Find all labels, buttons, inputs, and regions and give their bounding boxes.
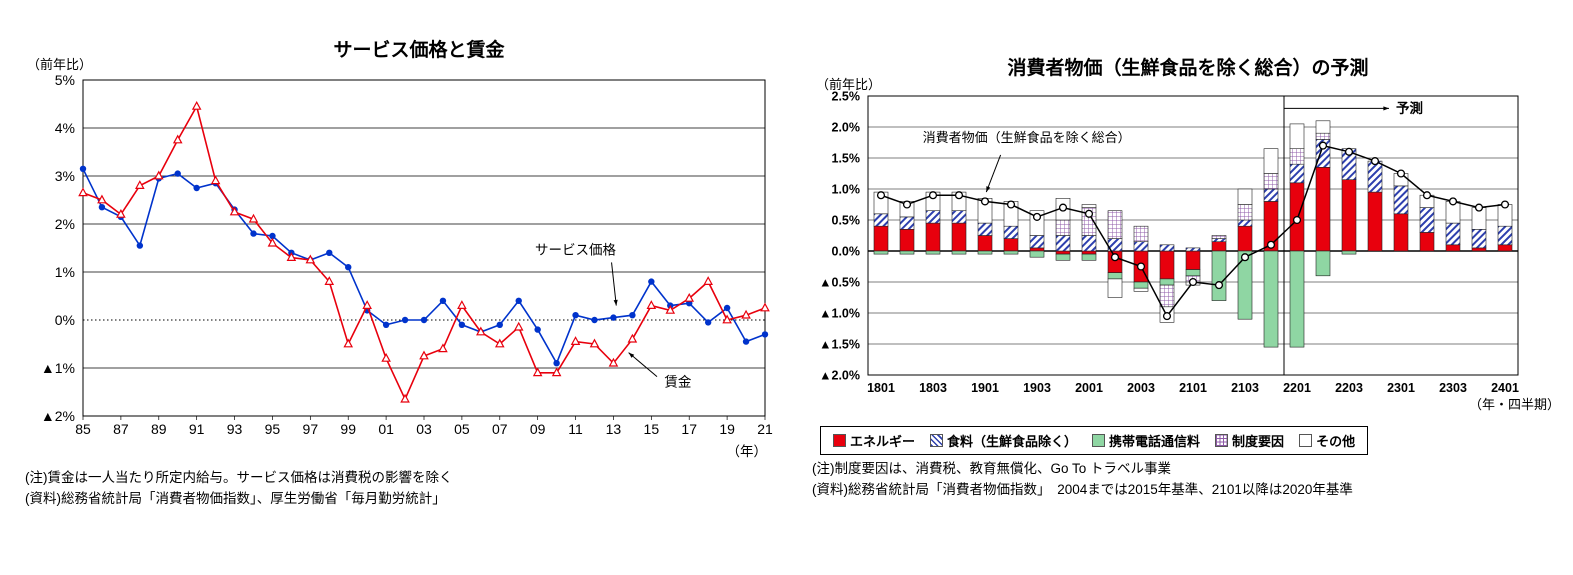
svg-text:2003: 2003	[1127, 381, 1155, 395]
legend-item-other: その他	[1299, 431, 1355, 450]
right-chart-title: 消費者物価（生鮮食品を除く総合）の予測	[1007, 58, 1369, 79]
svg-text:▲1.5%: ▲1.5%	[819, 338, 860, 352]
svg-text:1803: 1803	[919, 381, 947, 395]
left-y-axis-unit-label: （前年比）	[27, 57, 93, 72]
svg-text:予測: 予測	[1396, 100, 1423, 116]
svg-text:2.0%: 2.0%	[832, 121, 861, 135]
legend-item-food: 食料（生鮮食品除く）	[930, 431, 1077, 450]
svg-text:97: 97	[303, 421, 319, 437]
left-chart-title: サービス価格と賃金	[333, 40, 505, 61]
svg-text:1801: 1801	[867, 381, 895, 395]
svg-text:1%: 1%	[55, 264, 75, 280]
left-chart-plot: 5% 4% 3% 2% 1% 0% ▲1% ▲2%85 87 89 91 93 95 97 99 01 03 05…	[41, 72, 773, 459]
svg-text:▲2.0%: ▲2.0%	[819, 369, 860, 383]
svg-text:0.0%: 0.0%	[832, 245, 861, 259]
svg-text:21: 21	[757, 421, 773, 437]
legend-label-mobile: 携帯電話通信料	[1109, 434, 1201, 449]
svg-text:▲1%: ▲1%	[41, 360, 75, 376]
legend-label-food: 食料（生鮮食品除く）	[947, 434, 1078, 449]
food-swatch-icon	[930, 434, 944, 447]
svg-text:賃金: 賃金	[664, 374, 691, 389]
svg-text:2203: 2203	[1335, 381, 1363, 395]
svg-text:17: 17	[681, 421, 697, 437]
legend-label-other: その他	[1316, 434, 1356, 449]
svg-text:89: 89	[151, 421, 167, 437]
legend-item-mobile: 携帯電話通信料	[1092, 431, 1200, 450]
svg-text:0%: 0%	[55, 312, 75, 328]
svg-text:99: 99	[340, 421, 356, 437]
svg-text:85: 85	[75, 421, 91, 437]
svg-text:01: 01	[378, 421, 394, 437]
svg-text:2101: 2101	[1179, 381, 1207, 395]
svg-text:07: 07	[492, 421, 508, 437]
left-chart-source: (資料)総務省統計局「消費者物価指数」、厚生労働省「毎月勤労統計」	[25, 490, 446, 506]
svg-text:19: 19	[719, 421, 735, 437]
mobile-swatch-icon	[1092, 434, 1106, 447]
svg-text:3%: 3%	[55, 168, 75, 184]
legend-item-energy: エネルギー	[833, 431, 915, 450]
right-chart-note: (注)制度要因は、消費税、教育無償化、Go To トラベル事業	[812, 461, 1172, 476]
svg-text:03: 03	[416, 421, 432, 437]
svg-text:2401: 2401	[1491, 381, 1519, 395]
other-swatch-icon	[1299, 434, 1313, 447]
svg-text:15: 15	[644, 421, 660, 437]
svg-text:▲1.0%: ▲1.0%	[819, 307, 860, 321]
energy-swatch-icon	[833, 434, 846, 447]
svg-text:サービス価格: サービス価格	[535, 242, 616, 257]
svg-text:2301: 2301	[1387, 381, 1415, 395]
right-y-axis-unit-label: （前年比）	[816, 77, 882, 92]
svg-text:（年・四半期）: （年・四半期）	[1469, 397, 1560, 412]
legend-item-institutional: 制度要因	[1215, 431, 1284, 450]
svg-text:2201: 2201	[1283, 381, 1311, 395]
svg-text:87: 87	[113, 421, 129, 437]
right-chart-notes: (注)制度要因は、消費税、教育無償化、Go To トラベル事業 (資料)総務省統…	[812, 459, 1564, 501]
left-chart-notes: (注)賃金は一人当たり所定内給与。サービス価格は消費税の影響を除く (資料)総務…	[25, 468, 773, 510]
svg-text:1.0%: 1.0%	[832, 183, 861, 197]
svg-text:09: 09	[530, 421, 546, 437]
svg-text:2%: 2%	[55, 216, 75, 232]
svg-text:93: 93	[227, 421, 243, 437]
svg-text:▲0.5%: ▲0.5%	[819, 276, 860, 290]
svg-text:4%: 4%	[55, 120, 75, 136]
svg-text:95: 95	[265, 421, 281, 437]
right-chart: （前年比） 消費者物価（生鮮食品を除く総合）の予測 2.5% 2.0% 1.5% 1.…	[812, 56, 1564, 501]
right-chart-legend: エネルギー 食料（生鮮食品除く） 携帯電話通信料 制度要因 その他	[820, 426, 1369, 455]
institutional-swatch-icon	[1215, 434, 1229, 447]
svg-text:2103: 2103	[1231, 381, 1259, 395]
svg-text:1901: 1901	[971, 381, 999, 395]
svg-text:11: 11	[568, 421, 583, 437]
svg-text:2303: 2303	[1439, 381, 1467, 395]
svg-text:1903: 1903	[1023, 381, 1051, 395]
svg-text:05: 05	[454, 421, 470, 437]
svg-text:2.5%: 2.5%	[832, 90, 861, 104]
svg-text:91: 91	[189, 421, 205, 437]
svg-text:2001: 2001	[1075, 381, 1103, 395]
svg-text:0.5%: 0.5%	[832, 214, 861, 228]
legend-label-energy: エネルギー	[850, 434, 916, 449]
svg-text:1.5%: 1.5%	[832, 152, 861, 166]
legend-label-institutional: 制度要因	[1232, 434, 1285, 449]
left-chart: （前年比） サービス価格と賃金 5% 4% 3% 2% 1% 0% ▲1% ▲2% 85 87 89…	[25, 38, 773, 510]
left-chart-note: (注)賃金は一人当たり所定内給与。サービス価格は消費税の影響を除く	[25, 470, 453, 485]
svg-text:5%: 5%	[55, 72, 75, 88]
svg-text:▲2%: ▲2%	[41, 408, 75, 424]
right-chart-source: (資料)総務省統計局「消費者物価指数」 2004までは2015年基準、2101以…	[812, 481, 1353, 497]
svg-text:13: 13	[606, 421, 622, 437]
svg-text:消費者物価（生鮮食品を除く総合）: 消費者物価（生鮮食品を除く総合）	[923, 130, 1131, 145]
svg-text:（年）: （年）	[727, 444, 768, 459]
right-chart-plot: 2.5% 2.0% 1.5% 1.0% 0.5% 0.0% ▲0.5% ▲1.0% ▲1.5% ▲…	[819, 90, 1560, 413]
